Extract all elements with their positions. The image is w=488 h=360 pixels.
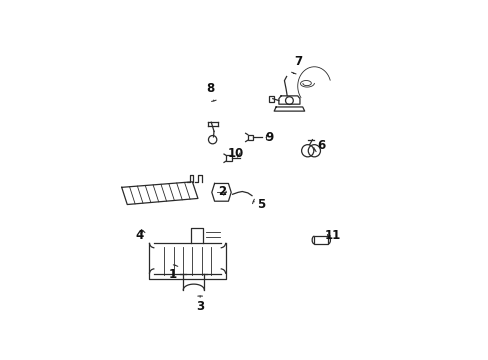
Text: 4: 4 [135,229,144,242]
Text: 6: 6 [313,139,325,152]
Text: 9: 9 [265,131,273,144]
Text: 3: 3 [196,296,204,313]
Bar [226,156,231,161]
Text: 2: 2 [218,185,226,198]
Text: 11: 11 [325,229,341,242]
Bar [314,236,327,244]
Text: 10: 10 [227,147,244,160]
Bar [268,96,273,102]
Text: 7: 7 [291,55,302,74]
Bar [247,135,253,140]
Text: 8: 8 [206,82,216,102]
Text: 1: 1 [168,265,178,281]
Text: 5: 5 [252,198,264,211]
